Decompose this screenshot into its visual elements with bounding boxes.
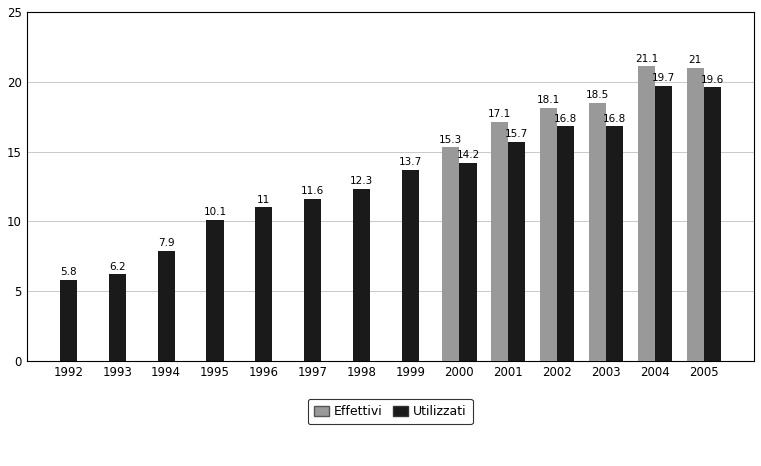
Bar [158, 251, 174, 361]
Text: 16.8: 16.8 [554, 114, 578, 123]
Text: 7.9: 7.9 [158, 238, 174, 248]
Text: 10.1: 10.1 [203, 207, 227, 217]
Text: 21: 21 [689, 55, 702, 65]
Text: 15.7: 15.7 [505, 129, 528, 139]
Bar [540, 108, 557, 361]
Text: 15.3: 15.3 [439, 135, 463, 144]
Text: 18.1: 18.1 [537, 96, 560, 105]
Text: 12.3: 12.3 [350, 177, 373, 186]
Text: 6.2: 6.2 [109, 261, 126, 272]
Text: 17.1: 17.1 [488, 110, 511, 119]
Text: 5.8: 5.8 [60, 267, 77, 277]
Legend: Effettivi, Utilizzati: Effettivi, Utilizzati [308, 399, 473, 425]
Text: 11: 11 [257, 195, 270, 205]
Text: 13.7: 13.7 [399, 157, 422, 167]
Bar [508, 142, 525, 361]
Bar [491, 122, 508, 361]
Bar [460, 163, 476, 361]
Text: 16.8: 16.8 [603, 114, 626, 123]
Bar [606, 126, 623, 361]
Bar [686, 68, 704, 361]
Text: 19.6: 19.6 [701, 75, 724, 84]
Text: 19.7: 19.7 [652, 73, 675, 83]
Bar [589, 103, 606, 361]
Text: 18.5: 18.5 [586, 90, 609, 100]
Bar [206, 220, 224, 361]
Text: 14.2: 14.2 [457, 150, 479, 160]
Bar [60, 280, 77, 361]
Text: 11.6: 11.6 [301, 186, 324, 196]
Bar [638, 66, 655, 361]
Bar [109, 274, 126, 361]
Bar [353, 189, 370, 361]
Bar [704, 87, 721, 361]
Bar [255, 207, 272, 361]
Bar [402, 170, 419, 361]
Bar [557, 126, 575, 361]
Bar [442, 147, 460, 361]
Text: 21.1: 21.1 [635, 54, 658, 63]
Bar [655, 86, 672, 361]
Bar [304, 199, 321, 361]
